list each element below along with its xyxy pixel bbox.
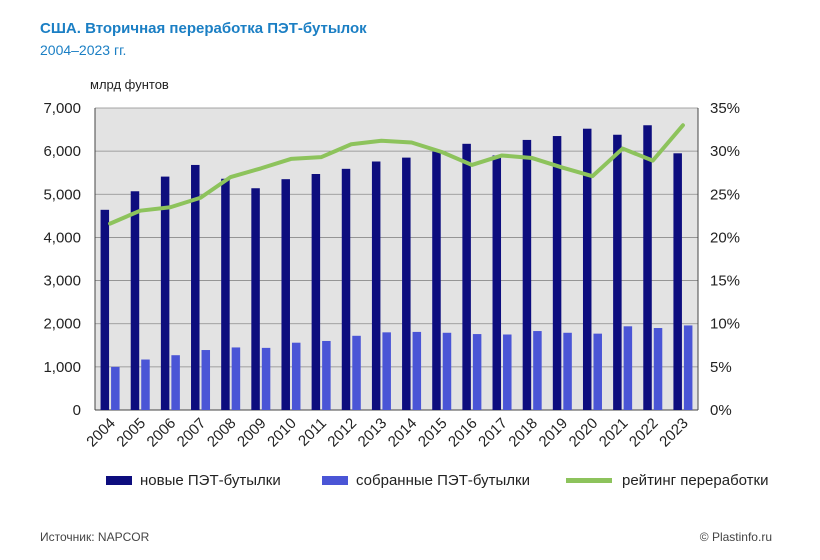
y-tick-label: 6,000 [43, 143, 81, 160]
x-tick-label: 2016 [445, 415, 481, 451]
x-tick-label: 2017 [475, 415, 511, 451]
y2-tick-label: 0% [710, 402, 732, 419]
y2-tick-label: 30% [710, 143, 740, 160]
y-tick-label: 2,000 [43, 316, 81, 333]
bar-collected-bottles [352, 335, 361, 410]
bar-new-bottles [221, 178, 230, 410]
legend-swatch-collected-bottles [322, 476, 348, 485]
legend-label-recycling-rate: рейтинг переработки [622, 472, 769, 489]
bar-new-bottles [160, 176, 170, 410]
bar-new-bottles [432, 151, 441, 410]
legend-label-collected-bottles: собранные ПЭТ-бутылки [356, 472, 530, 489]
y2-tick-label: 15% [710, 273, 740, 290]
bar-collected-bottles [261, 347, 271, 410]
bar-new-bottles [100, 209, 110, 410]
x-tick-label: 2012 [324, 415, 360, 451]
bar-collected-bottles [472, 334, 482, 410]
bar-collected-bottles [171, 355, 180, 410]
y2-tick-label: 5% [710, 359, 732, 376]
legend-item-recycling-rate: рейтинг переработки [566, 472, 768, 489]
bar-new-bottles [341, 168, 351, 410]
chart-title: США. Вторичная переработка ПЭТ-бутылок [40, 20, 367, 37]
y-tick-label: 3,000 [43, 273, 81, 290]
bar-new-bottles [673, 153, 682, 411]
legend-swatch-recycling-rate [566, 478, 612, 483]
x-tick-label: 2010 [264, 415, 300, 451]
x-tick-label: 2013 [355, 415, 391, 451]
x-tick-label: 2014 [385, 415, 421, 451]
bar-new-bottles [643, 125, 652, 410]
bar-new-bottles [251, 188, 260, 410]
copyright-note: © Plastinfo.ru [699, 530, 772, 544]
y2-tick-label: 25% [710, 186, 740, 203]
bar-collected-bottles [683, 325, 693, 410]
x-tick-label: 2015 [415, 415, 451, 451]
source-note: Источник: NAPCOR [40, 530, 150, 544]
y-tick-label: 1,000 [43, 359, 81, 376]
y-tick-label: 4,000 [43, 229, 81, 246]
x-tick-label: 2008 [204, 415, 240, 451]
x-tick-label: 2021 [596, 415, 632, 451]
x-tick-label: 2023 [656, 415, 692, 451]
x-tick-label: 2022 [626, 415, 662, 451]
bar-new-bottles [311, 174, 321, 410]
x-tick-label: 2006 [144, 415, 180, 451]
bar-collected-bottles [291, 342, 301, 410]
bar-collected-bottles [141, 359, 150, 410]
legend-item-new-bottles: новые ПЭТ-бутылки [106, 472, 281, 489]
x-tick-label: 2005 [113, 415, 149, 451]
bar-collected-bottles [111, 366, 120, 410]
bar-collected-bottles [563, 332, 572, 410]
bar-new-bottles [130, 191, 140, 410]
y-tick-label: 5,000 [43, 186, 81, 203]
bar-collected-bottles [503, 334, 512, 410]
x-tick-label: 2019 [536, 415, 572, 451]
bar-collected-bottles [653, 328, 663, 410]
y2-tick-label: 10% [710, 316, 740, 333]
bar-new-bottles [522, 139, 532, 410]
legend-swatch-new-bottles [106, 476, 132, 485]
bar-new-bottles [371, 161, 381, 410]
bar-collected-bottles [322, 340, 331, 410]
y2-tick-label: 35% [710, 100, 740, 117]
bar-new-bottles [402, 157, 411, 410]
legend-item-collected-bottles: собранные ПЭТ-бутылки [322, 472, 530, 489]
x-tick-label: 2004 [83, 415, 119, 451]
chart-subtitle: 2004–2023 гг. [40, 42, 127, 58]
bar-collected-bottles [201, 350, 211, 410]
y-axis-label: млрд фунтов [90, 77, 169, 92]
x-tick-label: 2009 [234, 415, 270, 451]
bar-new-bottles [613, 134, 622, 410]
bar-collected-bottles [623, 326, 633, 410]
x-tick-label: 2011 [295, 415, 330, 450]
legend: новые ПЭТ-бутылки собранные ПЭТ-бутылки … [0, 472, 820, 496]
bar-new-bottles [582, 128, 592, 411]
bar-new-bottles [191, 164, 200, 410]
bar-new-bottles [462, 143, 471, 410]
bar-new-bottles [281, 179, 290, 410]
bar-collected-bottles [412, 331, 422, 410]
y-tick-label: 0 [73, 402, 81, 419]
bar-collected-bottles [533, 331, 542, 410]
y2-tick-label: 20% [710, 229, 740, 246]
bar-collected-bottles [382, 332, 391, 410]
line-recycling-rate [108, 123, 685, 226]
x-tick-label: 2007 [174, 415, 210, 451]
y-tick-label: 7,000 [43, 100, 81, 117]
x-tick-label: 2020 [566, 415, 602, 451]
pet-recycling-chart: 0 1,000 2,000 3,000 4,000 5,000 6,000 7,000 0% 5%… [43, 100, 740, 451]
bar-collected-bottles [593, 333, 602, 410]
legend-label-new-bottles: новые ПЭТ-бутылки [140, 472, 281, 489]
plot-area [95, 108, 698, 410]
bar-new-bottles [492, 155, 502, 410]
x-tick-label: 2018 [505, 415, 541, 451]
bar-new-bottles [552, 136, 562, 411]
bar-collected-bottles [231, 347, 241, 410]
bar-collected-bottles [442, 332, 452, 410]
